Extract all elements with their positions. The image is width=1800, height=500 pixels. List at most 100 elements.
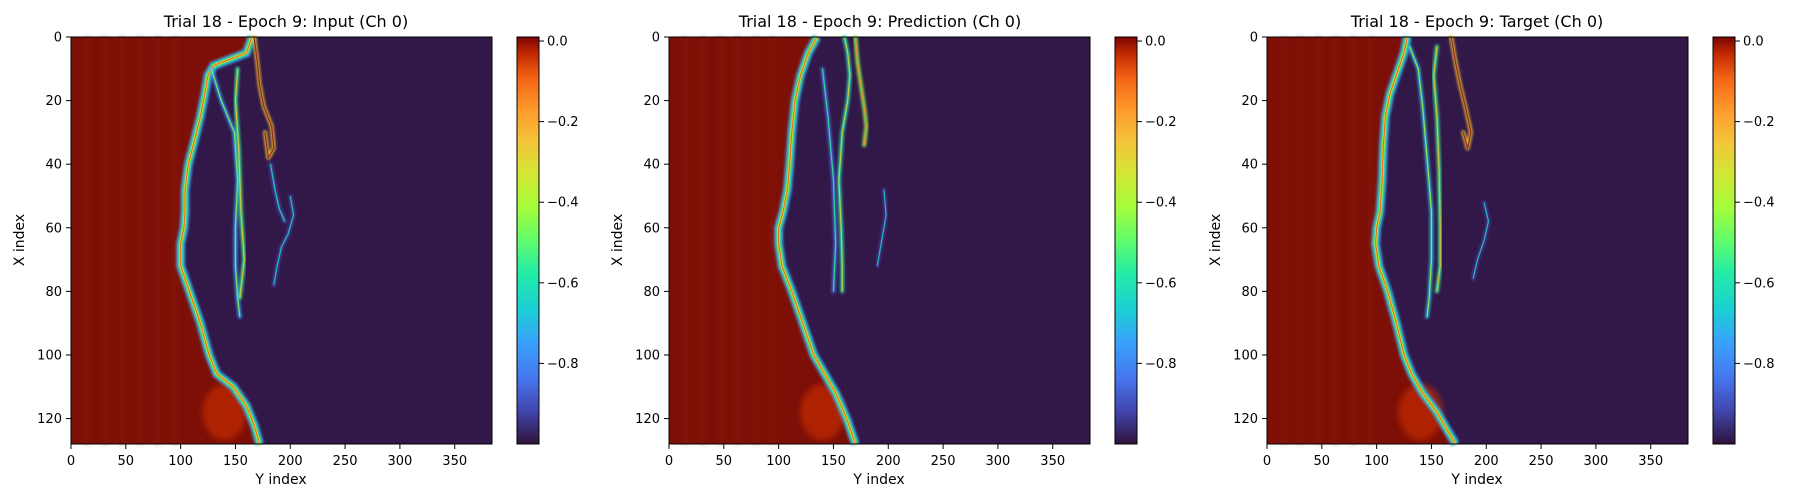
y-tick-label: 60 [1241,221,1258,236]
y-tick-label: 40 [643,158,660,173]
y-tick-label: 20 [643,94,660,109]
x-axis-label: Y index [852,472,904,488]
heatmap-plot: 0 50 100 150 200 250 300 350 0 20 40 60 80 100 120 [1233,31,1689,469]
heatmap-plot: 0 50 100 150 200 250 300 350 0 20 40 60 80 100 120 [635,31,1091,469]
hot-streak [1280,37,1287,444]
x-tick-label: 200 [1474,454,1499,469]
hot-streak [699,37,706,444]
colorbar-gradient [517,37,539,444]
x-tick-label: 100 [168,454,193,469]
x-axis-label: Y index [1450,472,1502,488]
front-edge [1374,36,1457,445]
colorbar-tick-label: −0.2 [1743,115,1775,130]
tendril-core [210,68,241,317]
tendril-core [821,68,837,292]
hot-streak [154,37,161,444]
x-tick-label: 350 [442,454,467,469]
colorbar-tick-label: −0.2 [547,115,579,130]
hot-streak [752,37,759,444]
tendril-core [838,36,851,292]
y-tick-label: 100 [37,348,62,363]
y-tick-label: 0 [54,31,62,46]
x-tick-label: 250 [1529,454,1554,469]
colorbar-gradient [1115,37,1137,444]
y-tick-label: 60 [45,221,62,236]
hot-streak [101,37,108,444]
axes-frame [668,36,1091,445]
colorbar: 0.0 −0.2 −0.4 −0.6 −0.8 [1114,35,1177,445]
colorbar: 0.0 −0.2 −0.4 −0.6 −0.8 [516,35,579,445]
colorbar-tick-label: −0.8 [1145,357,1177,372]
hot-streak [1297,37,1304,444]
axes-frame [70,36,493,445]
hot-region [71,37,260,444]
tendril-core [876,189,887,267]
x-tick-label: 150 [1419,454,1444,469]
tendril-core [253,36,275,159]
y-tick-label: 0 [652,31,660,46]
y-tick-label: 120 [37,412,62,427]
colorbar-frame [1712,36,1736,445]
x-tick-label: 0 [665,454,673,469]
panel-input: Trial 18 - Epoch 9: Input (Ch 0) 0 50 100 1… [12,12,579,488]
x-tick-label: 250 [931,454,956,469]
hot-streak [769,37,776,444]
heatmap-plot: 0 50 100 150 200 250 300 350 0 20 40 60 80 100 120 [37,31,493,469]
hot-streak [136,37,143,444]
panel-prediction: Trial 18 - Epoch 9: Prediction (Ch 0) 0 5… [610,12,1177,488]
tendril-core [1450,36,1472,149]
colorbar-tick-label: 0.0 [1145,35,1166,50]
x-tick-label: 300 [387,454,412,469]
x-tick-label: 200 [278,454,303,469]
x-tick-label: 50 [716,454,733,469]
y-tick-label: 80 [1241,285,1258,300]
colorbar-tick-label: 0.0 [1743,35,1764,50]
colorbar-tick-label: −0.2 [1145,115,1177,130]
x-tick-label: 300 [1583,454,1608,469]
x-tick-label: 350 [1638,454,1663,469]
hot-streak [717,37,724,444]
hot-streak [1332,37,1339,444]
colorbar-tick-label: −0.6 [1145,276,1177,291]
warm-bulge [202,384,247,441]
tendril-core [1408,46,1433,317]
colorbar-gradient [1713,37,1735,444]
x-tick-label: 0 [1263,454,1271,469]
y-axis-label: X index [1208,214,1224,266]
colorbar: 0.0 −0.2 −0.4 −0.6 −0.8 [1712,35,1775,445]
panel-title: Trial 18 - Epoch 9: Input (Ch 0) [163,12,408,31]
tendril-core [234,68,245,298]
colorbar-tick-label: −0.4 [1743,196,1775,211]
tendril-core [1472,202,1490,279]
hot-streak [1367,37,1374,444]
tendril-core [1433,46,1441,292]
y-axis-label: X index [610,214,626,266]
x-axis-label: Y index [254,472,306,488]
colorbar-tick-label: −0.6 [1743,276,1775,291]
x-tick-label: 150 [223,454,248,469]
hot-streak [1350,37,1357,444]
hot-streak [1315,37,1322,444]
hot-streak [171,37,178,444]
tendril-core [273,195,295,286]
x-tick-label: 100 [766,454,791,469]
x-tick-label: 0 [67,454,75,469]
panel-title: Trial 18 - Epoch 9: Target (Ch 0) [1350,12,1603,31]
y-tick-label: 60 [643,221,660,236]
hot-streak [734,37,741,444]
tendril-core [269,164,286,222]
hot-streak [119,37,126,444]
panel-title: Trial 18 - Epoch 9: Prediction (Ch 0) [738,12,1021,31]
x-tick-label: 50 [1314,454,1331,469]
colorbar-tick-label: −0.8 [1743,357,1775,372]
y-tick-label: 40 [45,158,62,173]
x-tick-label: 250 [333,454,358,469]
colorbar-tick-label: −0.6 [547,276,579,291]
hot-streak [84,37,91,444]
colorbar-tick-label: 0.0 [547,35,568,50]
y-axis-label: X index [12,214,28,266]
hot-streak [682,37,689,444]
colorbar-tick-label: −0.8 [547,357,579,372]
front-edge [180,36,261,445]
